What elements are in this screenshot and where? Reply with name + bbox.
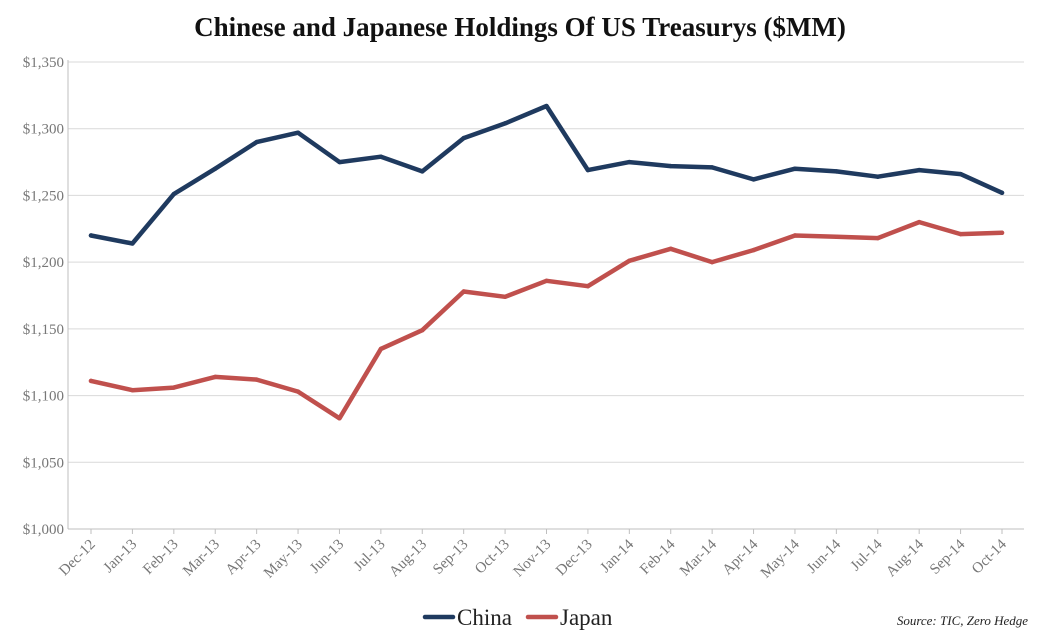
y-tick-label: $1,200 xyxy=(23,255,64,271)
data-point-japan xyxy=(88,378,94,384)
x-tick-label: Jun-14 xyxy=(804,536,845,577)
data-point-japan xyxy=(792,233,798,238)
y-tick-label: $1,250 xyxy=(23,188,64,204)
x-tick-label: Jul-13 xyxy=(351,537,389,575)
data-point-japan xyxy=(751,247,756,253)
x-tick-label: Jan-13 xyxy=(101,537,141,577)
y-tick-label: $1,300 xyxy=(23,122,64,138)
x-tick-label: Nov-13 xyxy=(511,537,555,581)
data-point-japan xyxy=(337,416,342,421)
series-line-china xyxy=(88,103,1005,246)
data-point-china xyxy=(502,121,508,126)
data-point-japan xyxy=(171,385,177,390)
data-point-japan xyxy=(958,231,963,237)
x-tick-label: Oct-13 xyxy=(472,537,513,578)
data-point-china xyxy=(420,169,425,174)
data-point-japan xyxy=(461,289,466,294)
legend-label-japan: Japan xyxy=(560,605,613,630)
source-note: Source: TIC, Zero Hedge xyxy=(897,613,1028,628)
data-point-china xyxy=(668,163,673,169)
data-point-japan xyxy=(544,278,549,284)
y-tick-label: $1,000 xyxy=(23,522,64,538)
x-tick-label: Mar-14 xyxy=(677,536,720,579)
x-tick-label: Sep-14 xyxy=(927,536,969,578)
x-tick-label: May-13 xyxy=(261,537,306,582)
data-point-japan xyxy=(668,246,673,251)
x-tick-label: Jan-14 xyxy=(598,536,638,576)
y-tick-label: $1,100 xyxy=(23,389,64,405)
x-tick-label: Oct-14 xyxy=(969,536,1010,577)
data-point-japan xyxy=(627,258,632,264)
data-point-japan xyxy=(834,234,839,239)
data-point-japan xyxy=(420,327,425,333)
data-point-china xyxy=(544,103,549,109)
legend-label-china: China xyxy=(457,605,512,630)
data-point-china xyxy=(378,154,384,159)
data-point-japan xyxy=(213,374,218,380)
data-point-japan xyxy=(999,230,1005,235)
data-point-japan xyxy=(502,294,508,300)
x-tick-label: Apr-14 xyxy=(720,536,762,578)
data-point-china xyxy=(958,171,963,177)
x-tick-label: Apr-13 xyxy=(223,537,265,579)
x-tick-label: Sep-13 xyxy=(430,537,471,578)
x-tick-label: Feb-13 xyxy=(140,537,181,578)
data-point-japan xyxy=(130,388,135,393)
x-tick-label: Dec-13 xyxy=(553,537,596,580)
data-point-japan xyxy=(254,377,259,382)
data-point-japan xyxy=(916,219,922,225)
x-tick-label: Dec-12 xyxy=(56,537,99,580)
data-point-china xyxy=(88,233,94,238)
gridlines xyxy=(67,60,1024,530)
x-tick-label: Aug-13 xyxy=(386,537,430,581)
data-point-china xyxy=(295,130,301,135)
x-tick-label: May-14 xyxy=(758,536,803,581)
data-point-china xyxy=(875,174,880,179)
y-tick-label: $1,150 xyxy=(23,322,64,338)
data-point-china xyxy=(834,169,839,174)
x-tick-label: Jul-14 xyxy=(848,536,886,574)
data-point-china xyxy=(751,177,756,182)
data-point-china xyxy=(130,241,135,246)
x-tick-label: Mar-13 xyxy=(180,537,223,580)
data-point-china xyxy=(254,139,259,145)
x-tick-label: Jun-13 xyxy=(307,537,347,577)
y-tick-label: $1,050 xyxy=(23,455,64,471)
data-point-japan xyxy=(378,346,384,352)
data-point-china xyxy=(792,166,798,171)
x-tick-label: Feb-14 xyxy=(637,536,679,578)
data-point-japan xyxy=(709,259,715,265)
data-point-japan xyxy=(585,283,591,289)
data-point-china xyxy=(916,167,922,173)
data-point-china xyxy=(585,167,591,173)
y-tick-label: $1,350 xyxy=(23,55,64,71)
data-point-china xyxy=(999,190,1005,195)
data-point-china xyxy=(337,159,342,165)
series-lines xyxy=(88,103,1005,421)
data-point-china xyxy=(213,166,218,171)
chart-title: Chinese and Japanese Holdings Of US Trea… xyxy=(194,12,846,42)
data-point-china xyxy=(461,135,466,141)
data-point-china xyxy=(171,191,177,197)
y-axis-ticks: $1,000 $1,050 $1,100 $1,150 $1,200 $1,250 $1,3… xyxy=(23,55,64,538)
legend: China Japan xyxy=(422,605,613,630)
data-point-china xyxy=(709,165,715,170)
x-tick-label: Aug-14 xyxy=(883,536,927,580)
series-line-japan xyxy=(88,219,1005,421)
data-point-china xyxy=(627,159,632,165)
data-point-japan xyxy=(295,389,301,394)
data-point-japan xyxy=(875,235,880,241)
